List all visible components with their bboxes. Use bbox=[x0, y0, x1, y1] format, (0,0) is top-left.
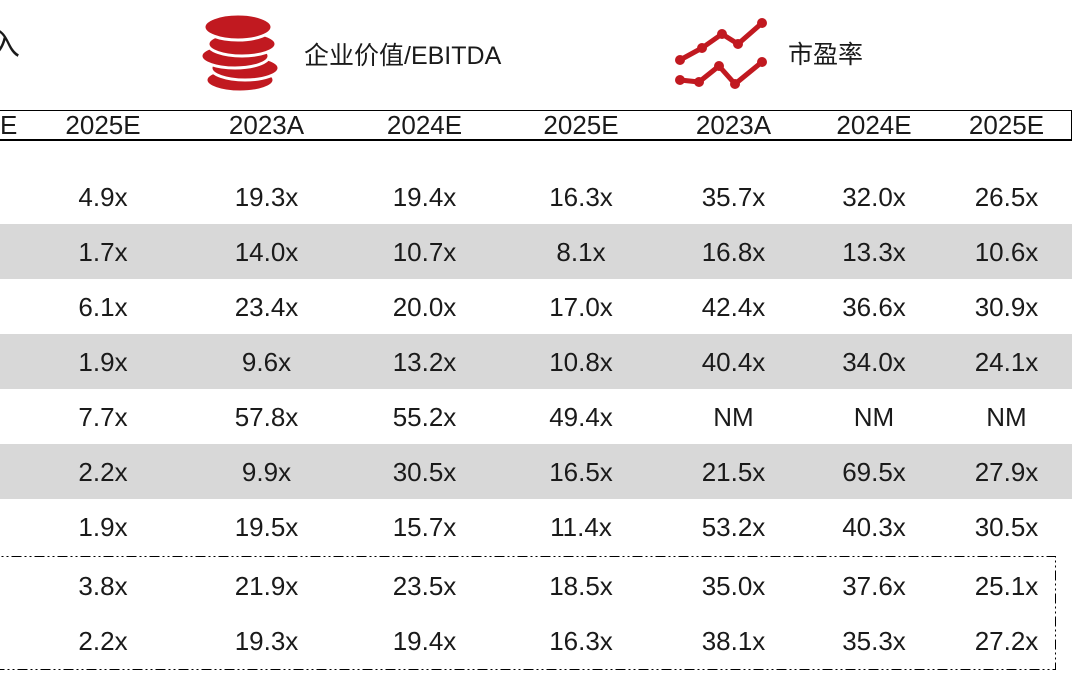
table-cell: 9.6x bbox=[241, 346, 292, 377]
header-cell: 2023A bbox=[695, 110, 772, 140]
table-cell: 27.2x bbox=[974, 625, 1039, 656]
table-cell: 40.3x bbox=[842, 511, 906, 542]
table-cell: 55.2x bbox=[392, 401, 457, 432]
cropped-left-text: 入 bbox=[0, 29, 20, 62]
table-cell: 19.4x bbox=[392, 625, 457, 656]
table-cell: 2.2x bbox=[78, 625, 128, 656]
table-cell: 35.7x bbox=[701, 181, 766, 212]
table-header-row: E 2025E 2023A 2024E 2025E 2023A 2024E 2025E bbox=[0, 110, 1072, 141]
table-cell: 1.7x bbox=[78, 236, 128, 267]
table-cell: 19.5x bbox=[234, 511, 299, 542]
table-cell: 6.1x bbox=[78, 291, 128, 322]
table-cell: 34.0x bbox=[842, 346, 906, 377]
table-cell: 7.7x bbox=[78, 401, 128, 432]
table-cell: NM bbox=[853, 401, 895, 432]
table-row: 4.9x 19.3x 19.4x 16.3x 35.7x 32.0x 26.5x bbox=[0, 169, 1072, 224]
table-row: 6.1x 23.4x 20.0x 17.0x 42.4x 36.6x 30.9x bbox=[0, 279, 1072, 334]
table-cell: 19.4x bbox=[392, 181, 457, 212]
table-cell: 16.3x bbox=[549, 181, 613, 212]
table-cell: 16.3x bbox=[549, 625, 613, 656]
table-cell: 36.6x bbox=[842, 291, 906, 322]
table-cell: 23.4x bbox=[234, 291, 299, 322]
header-cell-cropped: E bbox=[0, 112, 18, 138]
table-row: 1.9x 19.5x 15.7x 11.4x 53.2x 40.3x 30.5x bbox=[0, 499, 1072, 554]
table-cell: 11.4x bbox=[550, 511, 612, 542]
table-cell: 35.3x bbox=[842, 625, 906, 656]
table-cell: 40.4x bbox=[701, 346, 766, 377]
table-cell: 4.9x bbox=[78, 181, 128, 212]
table-cell: 21.9x bbox=[234, 570, 299, 601]
table-row: 2.2x 19.3x 19.4x 16.3x 38.1x 35.3x 27.2x bbox=[0, 613, 1072, 668]
table-cell: 30.5x bbox=[974, 511, 1039, 542]
table-cell: 13.3x bbox=[842, 236, 906, 267]
header-cell: 2024E bbox=[386, 110, 463, 140]
coin-stack-icon bbox=[190, 6, 290, 101]
table-cell: 53.2x bbox=[701, 511, 766, 542]
legend-label-pe: 市盈率 bbox=[788, 40, 864, 69]
table-cell: 16.8x bbox=[701, 236, 766, 267]
table-cell: 32.0x bbox=[842, 181, 906, 212]
table-cell: 30.9x bbox=[974, 291, 1039, 322]
table-cell: 2.2x bbox=[78, 456, 128, 487]
table-cell: 19.3x bbox=[234, 181, 299, 212]
table-cell: 69.5x bbox=[842, 456, 906, 487]
line-chart-icon bbox=[672, 10, 772, 95]
header-cell: 2025E bbox=[968, 110, 1045, 140]
legend-ev-ebitda: 企业价值/EBITDA bbox=[190, 6, 501, 101]
table-cell: 16.5x bbox=[549, 456, 613, 487]
table-cell: 10.7x bbox=[392, 236, 457, 267]
table-cell: 15.7x bbox=[392, 511, 457, 542]
table-cell: NM bbox=[986, 401, 1027, 432]
table-cell: 18.5x bbox=[549, 570, 613, 601]
table-cell: 13.2x bbox=[392, 346, 457, 377]
legend-label-ev-ebitda: 企业价值/EBITDA bbox=[304, 41, 502, 70]
table-cell: 19.3x bbox=[234, 625, 299, 656]
table-cell: 25.1x bbox=[974, 570, 1039, 601]
table-cell: 10.6x bbox=[974, 236, 1039, 267]
table-cell: 35.0x bbox=[701, 570, 766, 601]
table-cell: 1.9x bbox=[78, 346, 128, 377]
header-cell: 2024E bbox=[836, 110, 912, 140]
table-row: 1.9x 9.6x 13.2x 10.8x 40.4x 34.0x 24.1x bbox=[0, 334, 1072, 389]
table-cell: 8.1x bbox=[556, 236, 606, 267]
table-cell: 30.5x bbox=[392, 456, 457, 487]
table-body: 4.9x 19.3x 19.4x 16.3x 35.7x 32.0x 26.5x 1.7x 14… bbox=[0, 169, 1072, 668]
table-cell: 3.8x bbox=[78, 570, 128, 601]
table-cell: 38.1x bbox=[701, 625, 766, 656]
table-cell: 14.0x bbox=[234, 236, 299, 267]
table-cell: 26.5x bbox=[974, 181, 1039, 212]
table-cell: 27.9x bbox=[974, 456, 1039, 487]
table-cell: 42.4x bbox=[701, 291, 766, 322]
table-row: 1.7x 14.0x 10.7x 8.1x 16.8x 13.3x 10.6x bbox=[0, 224, 1072, 279]
table-cell: 24.1x bbox=[974, 346, 1039, 377]
table-cell: 9.9x bbox=[241, 456, 292, 487]
header-cell: 2025E bbox=[543, 110, 619, 140]
table-row: 3.8x 21.9x 23.5x 18.5x 35.0x 37.6x 25.1x bbox=[0, 558, 1072, 613]
table-cell: 23.5x bbox=[392, 570, 457, 601]
table-cell: 49.4x bbox=[549, 401, 613, 432]
table-row: 2.2x 9.9x 30.5x 16.5x 21.5x 69.5x 27.9x bbox=[0, 444, 1072, 499]
table-cell: 20.0x bbox=[392, 291, 457, 322]
table-cell: 21.5x bbox=[701, 456, 766, 487]
table-cell: 37.6x bbox=[842, 570, 906, 601]
table-cell: 57.8x bbox=[234, 401, 299, 432]
table-row: 7.7x 57.8x 55.2x 49.4x NM NM NM bbox=[0, 389, 1072, 444]
header-cell: 2025E bbox=[65, 110, 141, 140]
table-cell: 1.9x bbox=[78, 511, 128, 542]
header-cell: 2023A bbox=[228, 110, 305, 140]
table-cell: 17.0x bbox=[549, 291, 613, 322]
table-cell: 10.8x bbox=[549, 346, 613, 377]
table-cell: NM bbox=[713, 401, 754, 432]
legend-pe-ratio: 市盈率 bbox=[672, 10, 863, 95]
